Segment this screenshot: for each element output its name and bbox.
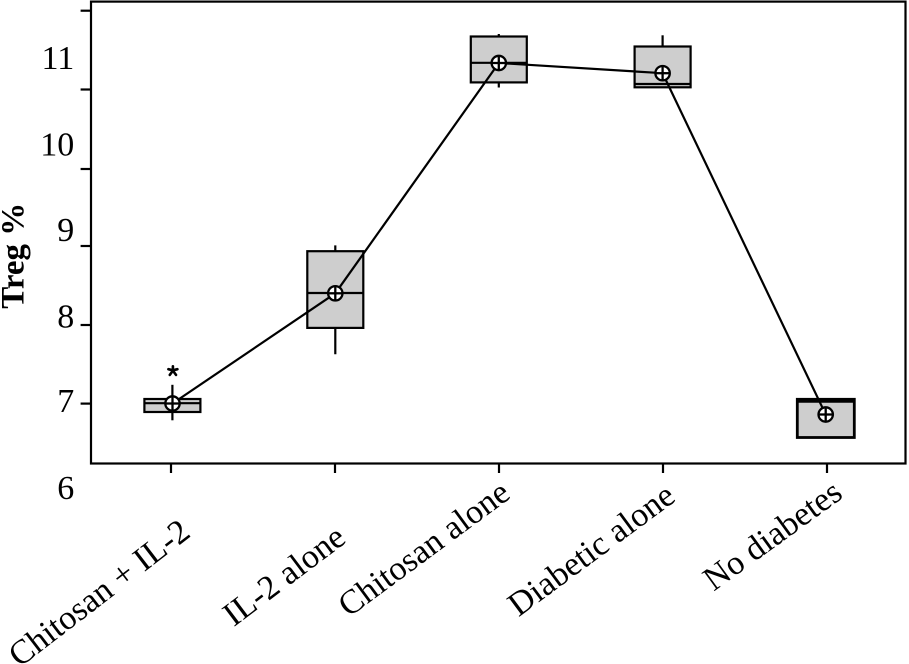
svg-text:11: 11	[42, 40, 75, 77]
svg-text:6: 6	[57, 470, 74, 507]
svg-text:9: 9	[57, 212, 74, 249]
svg-text:8: 8	[57, 298, 74, 335]
svg-text:10: 10	[40, 126, 74, 163]
svg-text:7: 7	[57, 383, 74, 420]
svg-text:Treg %: Treg %	[0, 203, 31, 309]
